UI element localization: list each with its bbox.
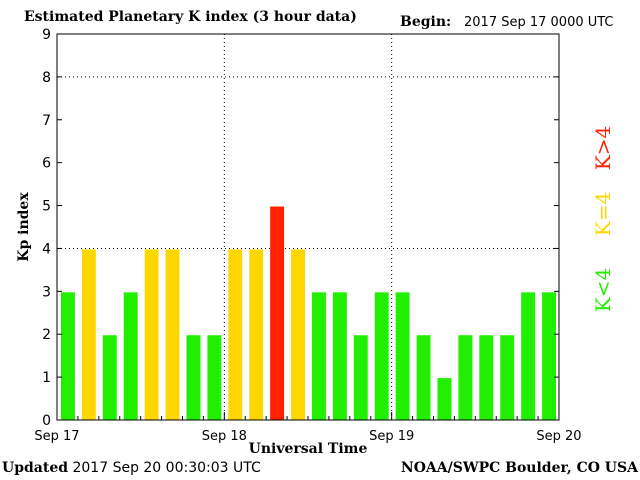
kp-bar — [186, 335, 201, 420]
y-tick-label: 5 — [42, 199, 51, 215]
kp-bar — [353, 335, 368, 420]
kp-bar — [437, 378, 452, 420]
kp-bar — [123, 292, 138, 420]
kp-bar — [291, 249, 305, 420]
kp-bar — [312, 292, 326, 420]
kp-bar — [144, 249, 159, 420]
kp-bar — [458, 335, 473, 420]
y-tick-label: 8 — [42, 70, 51, 86]
grid — [57, 34, 559, 420]
y-tick-label: 9 — [42, 27, 51, 43]
y-tick-label: 3 — [42, 284, 51, 300]
legend: K<4 K=4 K>4 — [591, 126, 615, 312]
y-tick-label: 1 — [42, 370, 51, 386]
y-tick-label: 4 — [42, 241, 51, 257]
kp-bar — [228, 249, 243, 420]
y-tick-label: 2 — [42, 327, 51, 343]
chart-title: Estimated Planetary K index (3 hour data… — [24, 9, 357, 25]
kp-bar — [165, 249, 180, 420]
updated-value: 2017 Sep 20 00:30:03 UTC — [72, 460, 261, 476]
kp-bar — [332, 292, 347, 420]
kp-bar — [542, 292, 556, 420]
kp-bar — [61, 292, 75, 420]
y-axis-label: Kp index — [16, 192, 32, 262]
kp-bar — [102, 335, 117, 420]
x-tick-label: Sep 19 — [369, 429, 414, 444]
x-tick-label: Sep 17 — [34, 429, 79, 444]
x-axis: Sep 17 Sep 18 Sep 19 Sep 20 — [34, 412, 582, 444]
kp-bar — [479, 335, 494, 420]
kp-bar — [249, 249, 264, 420]
updated-timestamp: Updated 2017 Sep 20 00:30:03 UTC — [2, 460, 261, 476]
kp-bar — [416, 335, 431, 420]
kp-bar — [395, 292, 410, 420]
credit: NOAA/SWPC Boulder, CO USA — [400, 460, 638, 476]
x-axis-label: Universal Time — [249, 441, 368, 457]
x-tick-label: Sep 20 — [536, 429, 581, 444]
updated-label: Updated — [2, 460, 69, 476]
kp-bar — [207, 335, 222, 420]
kp-bar — [374, 292, 389, 420]
bars — [61, 206, 556, 420]
legend-label: K>4 — [591, 126, 615, 170]
begin-label: Begin: — [400, 14, 452, 30]
y-tick-label: 0 — [42, 413, 51, 429]
y-tick-label: 6 — [42, 156, 51, 172]
legend-label: K<4 — [591, 268, 615, 312]
begin-value: 2017 Sep 17 0000 UTC — [464, 15, 614, 30]
kp-bar — [81, 249, 96, 420]
kp-bar — [270, 206, 285, 420]
y-tick-label: 7 — [42, 113, 51, 129]
kp-bar — [500, 335, 515, 420]
y-axis: 0 1 2 3 4 5 6 7 8 9 — [42, 27, 559, 429]
kp-bar — [521, 292, 536, 420]
x-tick-label: Sep 18 — [202, 429, 247, 444]
legend-label: K=4 — [591, 192, 615, 236]
